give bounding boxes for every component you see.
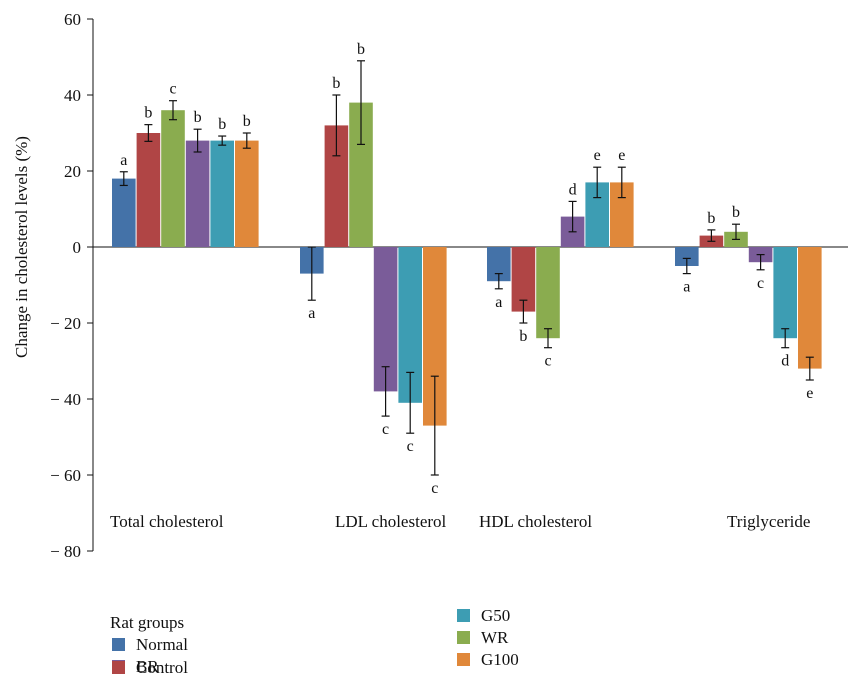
bar: [112, 178, 136, 247]
bar: [610, 182, 634, 247]
y-tick-label: − 40: [50, 390, 81, 409]
bar: [185, 140, 210, 247]
significance-letter: e: [594, 147, 601, 164]
significance-letter: b: [194, 109, 202, 126]
significance-letter: e: [618, 147, 625, 164]
legend-swatch: [112, 638, 125, 651]
bar: [487, 247, 511, 282]
significance-letter: e: [806, 385, 813, 402]
category-label: LDL cholesterol: [335, 512, 447, 531]
significance-letter: c: [544, 353, 551, 370]
legend-swatch: [457, 653, 470, 666]
bar: [324, 125, 349, 247]
significance-letter: b: [243, 113, 251, 130]
significance-letter: b: [144, 105, 152, 122]
legend-title: Rat groups: [110, 613, 184, 632]
bar: [773, 247, 797, 339]
bar: [349, 102, 373, 247]
significance-letter: a: [495, 294, 502, 311]
significance-letter: a: [308, 305, 315, 322]
category-label: Triglyceride: [727, 512, 810, 531]
bar: [161, 110, 185, 247]
bar: [798, 247, 822, 369]
y-tick-label: 60: [64, 10, 81, 29]
significance-letter: d: [781, 353, 789, 370]
significance-letter: d: [569, 181, 577, 198]
significance-letter: b: [732, 204, 740, 221]
bars: [112, 102, 822, 426]
significance-letter: b: [707, 210, 715, 227]
bar: [235, 140, 259, 247]
legend-label: BR: [136, 657, 159, 676]
significance-letter: c: [382, 421, 389, 438]
category-label: Total cholesterol: [110, 512, 224, 531]
category-labels: Total cholesterol LDL cholesterol HDL chol…: [110, 512, 810, 531]
legend-swatch: [457, 609, 470, 622]
y-axis-title: Change in cholesterol levels (%): [12, 136, 31, 358]
legend-swatch: [112, 661, 125, 674]
bar: [511, 247, 536, 312]
significance-letter: c: [757, 275, 764, 292]
legend-label: G50: [481, 606, 510, 625]
significance-letter: c: [407, 438, 414, 455]
error-bars: [119, 60, 814, 476]
category-label: HDL cholesterol: [479, 512, 592, 531]
bar: [585, 182, 609, 247]
bar: [398, 247, 422, 403]
significance-letter: b: [332, 75, 340, 92]
y-tick-label: 0: [73, 238, 82, 257]
significance-letter: b: [218, 116, 226, 133]
significance-letter: c: [169, 81, 176, 98]
y-tick-label: 20: [64, 162, 81, 181]
significance-letter: a: [683, 279, 690, 296]
legend-label: Control: [136, 658, 188, 677]
y-tick-label: − 60: [50, 466, 81, 485]
legend-label: G100: [481, 650, 519, 669]
y-tick-label: 40: [64, 86, 81, 105]
bar: [675, 247, 699, 266]
bar: [373, 247, 398, 392]
legend-swatch: [457, 631, 470, 644]
bar: [210, 140, 234, 247]
significance-letter: b: [357, 41, 365, 58]
significance-letter: b: [519, 328, 527, 345]
bar: [536, 247, 560, 339]
legend-label: Normal: [136, 635, 188, 654]
y-tick-label: − 80: [50, 542, 81, 561]
significance-letter: a: [120, 152, 127, 169]
bar: [423, 247, 447, 426]
bar: [136, 133, 161, 247]
y-tick-label: − 20: [50, 314, 81, 333]
legend-label: WR: [481, 628, 509, 647]
significance-letter: c: [431, 480, 438, 497]
